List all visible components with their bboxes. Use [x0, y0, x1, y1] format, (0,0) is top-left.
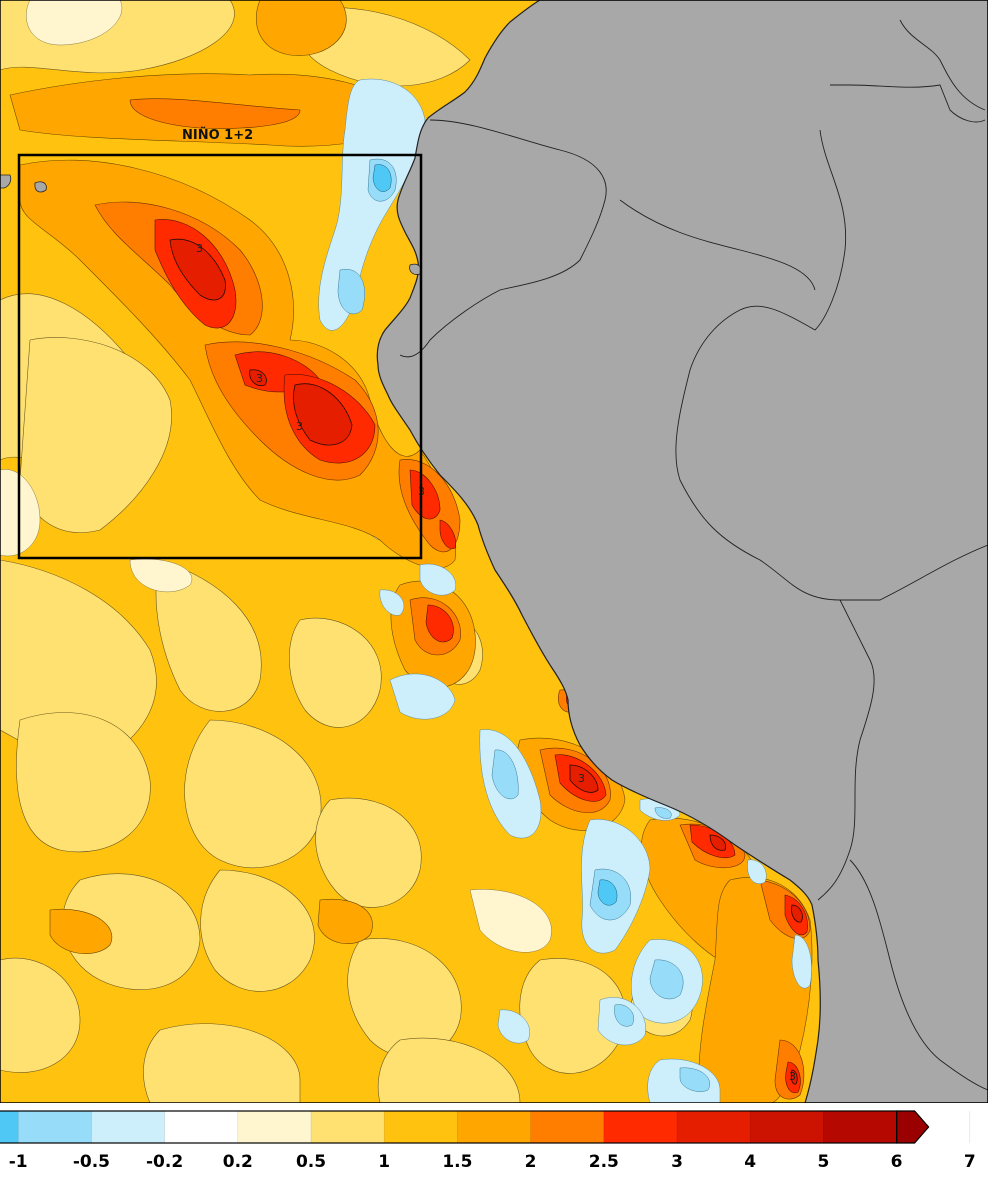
colorbar-bin: [457, 1111, 532, 1143]
nino-region-box: [17, 153, 423, 560]
contour-label: 3: [256, 372, 263, 385]
colorbar-extend-arrow: [896, 1110, 930, 1144]
colorbar-bin: [0, 1111, 19, 1143]
colorbar-tick-label: 2: [525, 1152, 537, 1172]
colorbar-tick-label: 4: [744, 1152, 756, 1172]
colorbar-bin: [384, 1111, 458, 1143]
colorbar-frame: [0, 1110, 898, 1144]
contour-label: 3: [789, 1070, 796, 1083]
anomaly-deep-red-regions: [169, 238, 803, 1085]
islands: [0, 174, 422, 275]
colorbar-tick-label: 3: [671, 1152, 683, 1172]
colorbar-bin: [164, 1111, 239, 1143]
colorbar-tick-label: -0.5: [73, 1152, 110, 1172]
colorbar-tick-label: 5: [817, 1152, 829, 1172]
contour-label: 3: [196, 242, 203, 255]
colorbar-tick-label: 1.5: [442, 1152, 472, 1172]
contour-label: 3: [296, 420, 303, 433]
contour-label: 3: [578, 772, 585, 785]
colorbar-bin: [311, 1111, 385, 1143]
colorbar-bin: [677, 1111, 751, 1143]
anomaly-cool-regions: [337, 158, 710, 1092]
colorbar-tick-label: -1: [9, 1152, 28, 1172]
colorbar-tick-label: 2.5: [589, 1152, 619, 1172]
colorbar-bin: [750, 1111, 824, 1143]
colorbar-bins: [0, 1111, 898, 1143]
land-mass: [0, 0, 988, 1103]
colorbar-bin: [530, 1111, 605, 1143]
colorbar-tick-label: 6: [891, 1152, 903, 1172]
colorbar-bin: [91, 1111, 166, 1143]
colorbar-tick-label: 1: [378, 1152, 390, 1172]
colorbar-bin: [823, 1111, 898, 1143]
colorbar: -1 -0.5 -0.2 0.2 0.5 1 1.5 2 2.5 3 4 5 6 7: [0, 1110, 976, 1172]
colorbar-tick-label: 0.2: [223, 1152, 253, 1172]
nino-region-label: NIÑO 1+2: [182, 127, 253, 143]
south-america-land: [376, 0, 988, 1103]
colorbar-tick-labels: -1 -0.5 -0.2 0.2 0.5 1 1.5 2 2.5 3 4 5 6 7: [9, 1111, 976, 1172]
colorbar-bin: [18, 1111, 92, 1143]
colorbar-bin: [237, 1111, 312, 1143]
country-borders: [399, 19, 988, 1091]
sst-anomaly-map: 3 3 3 3 3 3 NIÑO 1+2: [0, 0, 988, 1103]
colorbar-tick-label: -0.2: [146, 1152, 183, 1172]
anomaly-cold-regions: [372, 164, 618, 906]
colorbar-bin: [603, 1111, 678, 1143]
colorbar-tick-label: 0.5: [296, 1152, 326, 1172]
colorbar-tick-label: 7: [964, 1152, 976, 1172]
anomaly-light-warm-regions: [0, 0, 693, 1103]
